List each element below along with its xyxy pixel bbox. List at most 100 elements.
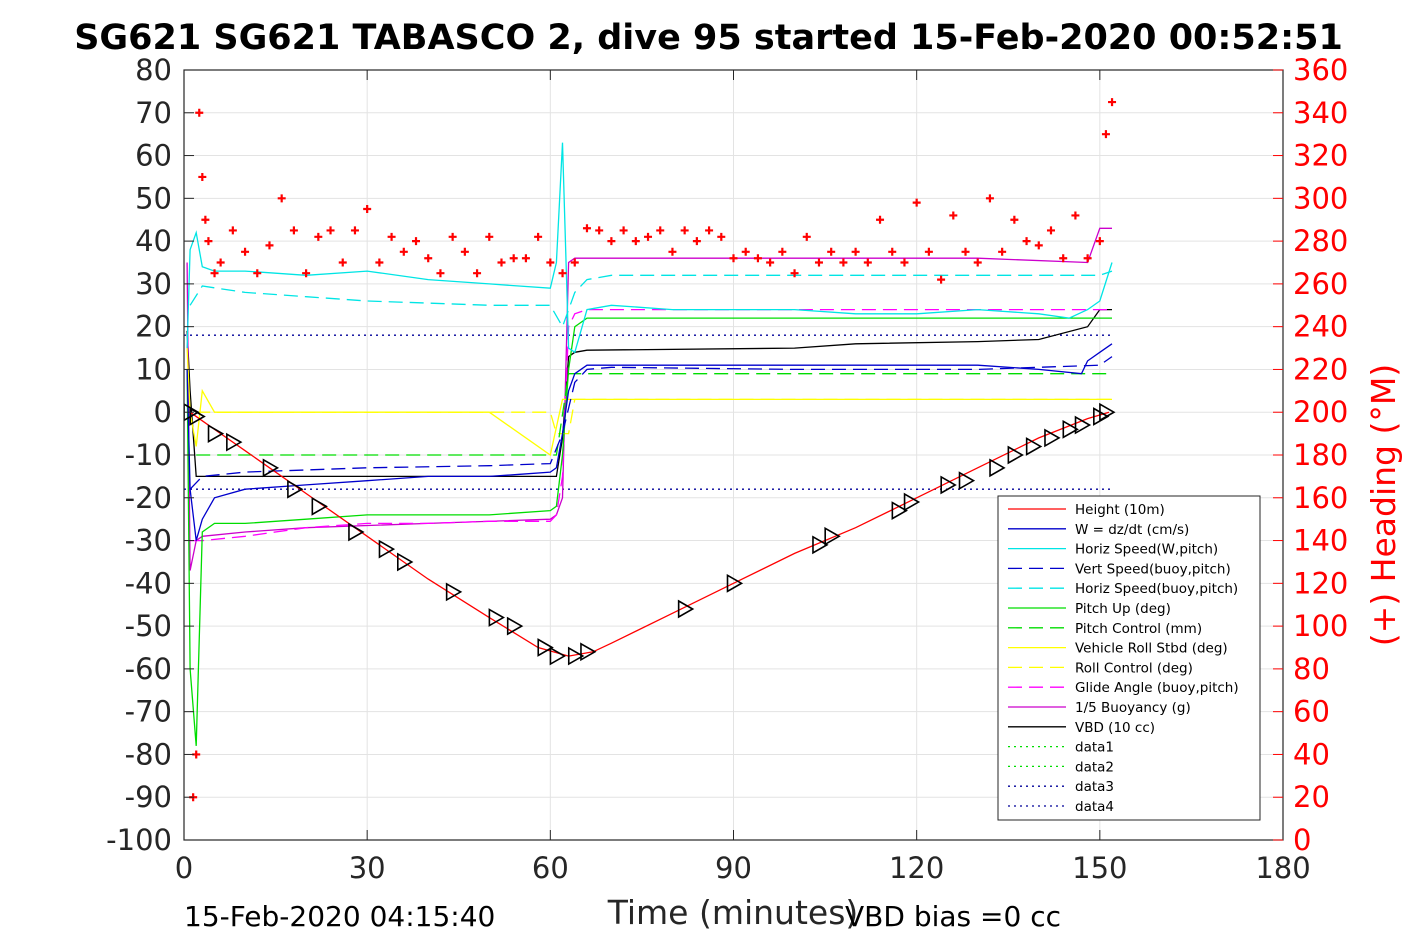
time-marker bbox=[812, 535, 829, 555]
heading-point bbox=[210, 269, 219, 278]
y2-tick-label: 220 bbox=[1293, 352, 1348, 386]
heading-point bbox=[937, 275, 946, 284]
heading-point bbox=[436, 269, 445, 278]
y2-tick-label: 160 bbox=[1293, 481, 1348, 515]
footer-timestamp: 15-Feb-2020 04:15:40 bbox=[184, 900, 496, 933]
y-tick-label: -20 bbox=[125, 481, 172, 515]
heading-point bbox=[607, 237, 616, 246]
y2-tick-label: 200 bbox=[1293, 395, 1348, 429]
y2-tick-label: 0 bbox=[1293, 823, 1311, 857]
y-tick-label: -40 bbox=[125, 566, 172, 600]
heading-point bbox=[619, 226, 628, 235]
heading-point bbox=[485, 232, 494, 241]
heading-point bbox=[778, 247, 787, 256]
heading-point bbox=[1059, 254, 1068, 263]
x-tick-label: 30 bbox=[349, 851, 386, 885]
time-marker bbox=[567, 646, 585, 666]
heading-point bbox=[1046, 226, 1055, 235]
heading-point bbox=[863, 258, 872, 267]
heading-point bbox=[338, 258, 347, 267]
time-marker bbox=[903, 492, 921, 512]
heading-point bbox=[888, 247, 897, 256]
y2-tick-label: 80 bbox=[1293, 652, 1330, 686]
time-marker bbox=[1007, 445, 1024, 465]
time-marker bbox=[537, 638, 554, 657]
heading-point bbox=[399, 247, 408, 256]
heading-point bbox=[668, 247, 677, 256]
heading-point bbox=[705, 226, 714, 235]
time-marker bbox=[1099, 402, 1116, 422]
heading-point bbox=[216, 258, 225, 267]
heading-point bbox=[814, 258, 823, 267]
time-marker bbox=[397, 552, 414, 572]
y2-tick-label: 60 bbox=[1293, 695, 1330, 729]
heading-point bbox=[961, 247, 970, 256]
heading-point bbox=[546, 258, 555, 267]
time-marker bbox=[226, 432, 243, 452]
time-marker bbox=[506, 616, 524, 636]
time-marker bbox=[580, 642, 597, 662]
heading-point bbox=[302, 269, 311, 278]
heading-point bbox=[1071, 211, 1080, 220]
heading-point bbox=[570, 258, 579, 267]
legend-label: data1 bbox=[1075, 740, 1114, 756]
heading-point bbox=[729, 254, 738, 263]
heading-point bbox=[195, 108, 204, 117]
marker-series bbox=[184, 402, 1116, 666]
heading-point bbox=[1083, 254, 1092, 263]
heading-point bbox=[204, 237, 213, 246]
time-marker bbox=[348, 522, 365, 542]
heading-point bbox=[582, 224, 591, 233]
y-tick-label: -60 bbox=[125, 652, 172, 686]
series-line bbox=[186, 343, 1113, 541]
heading-point bbox=[289, 226, 298, 235]
heading-point bbox=[692, 237, 701, 246]
footer-vbd-bias: VBD bias =0 cc bbox=[845, 900, 1061, 933]
legend-label: data4 bbox=[1075, 799, 1114, 815]
heading-point bbox=[827, 247, 836, 256]
y-tick-label: 60 bbox=[135, 139, 172, 173]
y-axis-ticks: 80 70 60 50 40 30 20 10 0 -10 -20 -30 -40 -50 -60 -70 -8… bbox=[106, 53, 194, 857]
y2-tick-label: 280 bbox=[1293, 224, 1348, 258]
heading-point bbox=[326, 226, 335, 235]
y-tick-label: -50 bbox=[125, 609, 172, 643]
time-marker bbox=[311, 496, 328, 516]
heading-point bbox=[900, 258, 909, 267]
legend-label: Horiz Speed(W,pitch) bbox=[1075, 542, 1218, 558]
time-marker bbox=[549, 646, 567, 666]
series-line bbox=[186, 142, 1113, 354]
heading-point bbox=[473, 269, 482, 278]
time-marker bbox=[824, 526, 841, 546]
heading-point bbox=[350, 226, 359, 235]
heading-point bbox=[424, 254, 433, 263]
heading-point bbox=[521, 254, 530, 263]
y-tick-label: 10 bbox=[135, 352, 172, 386]
heading-point bbox=[876, 215, 885, 224]
series-line bbox=[189, 356, 1113, 490]
heading-point bbox=[631, 237, 640, 246]
time-marker bbox=[958, 471, 976, 491]
time-marker bbox=[677, 599, 695, 619]
time-marker bbox=[940, 475, 957, 495]
heading-point bbox=[717, 232, 726, 241]
heading-point bbox=[497, 258, 506, 267]
heading-point bbox=[912, 198, 921, 207]
series-line bbox=[186, 317, 1112, 746]
x-axis-label: Time (minutes) bbox=[607, 893, 859, 932]
heading-point bbox=[534, 232, 543, 241]
legend-label: Pitch Up (deg) bbox=[1075, 601, 1171, 617]
heading-point bbox=[1010, 215, 1019, 224]
time-marker bbox=[726, 573, 744, 593]
y2-tick-label: 20 bbox=[1293, 780, 1330, 814]
x-axis-ticks: 0 30 60 90 120 150 180 bbox=[175, 70, 1311, 885]
heading-point bbox=[241, 247, 250, 256]
time-marker bbox=[445, 582, 463, 602]
x-tick-label: 120 bbox=[889, 851, 944, 885]
legend: Height (10m) W = dz/dt (cm/s) Horiz Speed(… bbox=[997, 495, 1261, 821]
time-marker bbox=[891, 501, 908, 520]
legend-label: Vehicle Roll Stbd (deg) bbox=[1075, 641, 1228, 657]
heading-point bbox=[851, 247, 860, 256]
y-tick-label: -80 bbox=[125, 737, 172, 771]
heading-point bbox=[595, 226, 604, 235]
series-line bbox=[186, 348, 1112, 457]
